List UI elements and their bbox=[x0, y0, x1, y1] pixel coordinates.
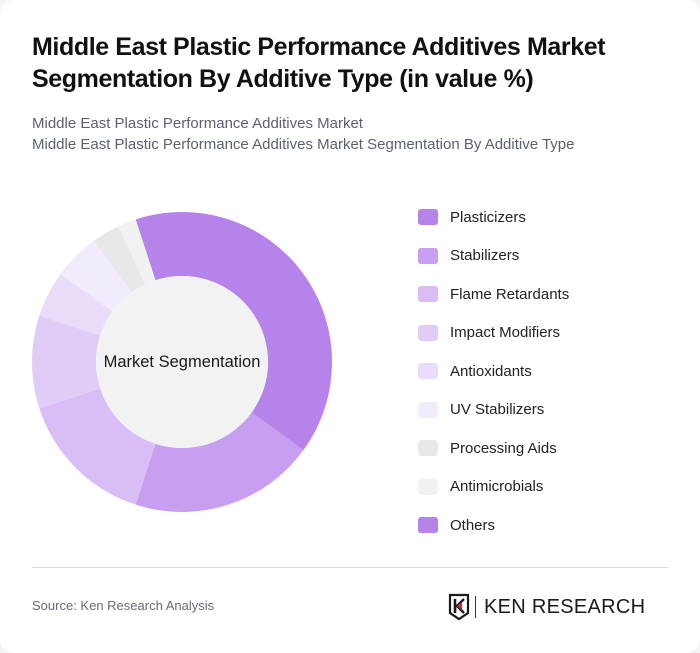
legend-label: Processing Aids bbox=[450, 439, 557, 457]
source-note: Source: Ken Research Analysis bbox=[32, 598, 215, 613]
donut-chart: Market Segmentation bbox=[30, 210, 334, 514]
ken-research-logo: KEN RESEARCH bbox=[448, 592, 645, 622]
legend-label: Antioxidants bbox=[450, 362, 532, 380]
donut-slice-antimicrobials[interactable] bbox=[118, 219, 156, 285]
donut-slice-uv-stabilizers[interactable] bbox=[60, 240, 132, 312]
legend-label: Stabilizers bbox=[450, 247, 520, 265]
donut-hole bbox=[96, 276, 268, 448]
donut-svg bbox=[31, 212, 332, 512]
legend-swatch bbox=[418, 247, 438, 264]
legend-label: Flame Retardants bbox=[450, 285, 570, 303]
legend-label: Plasticizers bbox=[450, 208, 526, 226]
legend-label: Others bbox=[450, 516, 496, 534]
legend-item-others[interactable]: Others bbox=[418, 506, 678, 545]
donut-slice-plasticizers[interactable] bbox=[135, 212, 332, 451]
legend-swatch bbox=[418, 209, 438, 226]
chart-subtitle: Middle East Plastic Performance Additive… bbox=[32, 113, 672, 155]
donut-slice-flame-retardants[interactable] bbox=[39, 388, 156, 505]
logo-separator bbox=[475, 596, 476, 618]
legend-swatch bbox=[418, 324, 438, 341]
donut-slice-impact-modifiers[interactable] bbox=[31, 315, 101, 409]
legend-item-antioxidants[interactable]: Antioxidants bbox=[418, 352, 678, 391]
legend-item-processing-aids[interactable]: Processing Aids bbox=[418, 429, 678, 468]
legend-swatch bbox=[418, 440, 438, 457]
legend-label: UV Stabilizers bbox=[450, 401, 545, 419]
subtitle-line-1: Middle East Plastic Performance Additive… bbox=[32, 115, 363, 132]
legend-swatch bbox=[418, 363, 438, 380]
legend-item-flame-retardants[interactable]: Flame Retardants bbox=[418, 275, 678, 314]
chart-title: Middle East Plastic Performance Additive… bbox=[32, 33, 606, 93]
chart-legend: Plasticizers Stabilizers Flame Retardant… bbox=[418, 198, 678, 545]
legend-label: Impact Modifiers bbox=[450, 324, 561, 342]
donut-slice-antioxidants[interactable] bbox=[39, 273, 113, 336]
logo-text: KEN RESEARCH bbox=[484, 595, 646, 618]
legend-item-uv-stabilizers[interactable]: UV Stabilizers bbox=[418, 391, 678, 430]
legend-item-antimicrobials[interactable]: Antimicrobials bbox=[418, 468, 678, 507]
legend-swatch bbox=[418, 286, 438, 303]
legend-item-impact-modifiers[interactable]: Impact Modifiers bbox=[418, 314, 678, 353]
footer-divider bbox=[32, 567, 668, 568]
donut-slice-processing-aids[interactable] bbox=[93, 226, 146, 293]
legend-label: Antimicrobials bbox=[450, 478, 544, 496]
subtitle-line-2: Middle East Plastic Performance Additive… bbox=[32, 136, 575, 153]
legend-item-stabilizers[interactable]: Stabilizers bbox=[418, 237, 678, 276]
ken-research-logo-icon bbox=[448, 593, 470, 621]
legend-swatch bbox=[418, 517, 438, 534]
legend-swatch bbox=[418, 478, 438, 495]
donut-slice-stabilizers[interactable] bbox=[135, 412, 304, 512]
legend-swatch bbox=[418, 401, 438, 418]
legend-item-plasticizers[interactable]: Plasticizers bbox=[418, 198, 678, 237]
